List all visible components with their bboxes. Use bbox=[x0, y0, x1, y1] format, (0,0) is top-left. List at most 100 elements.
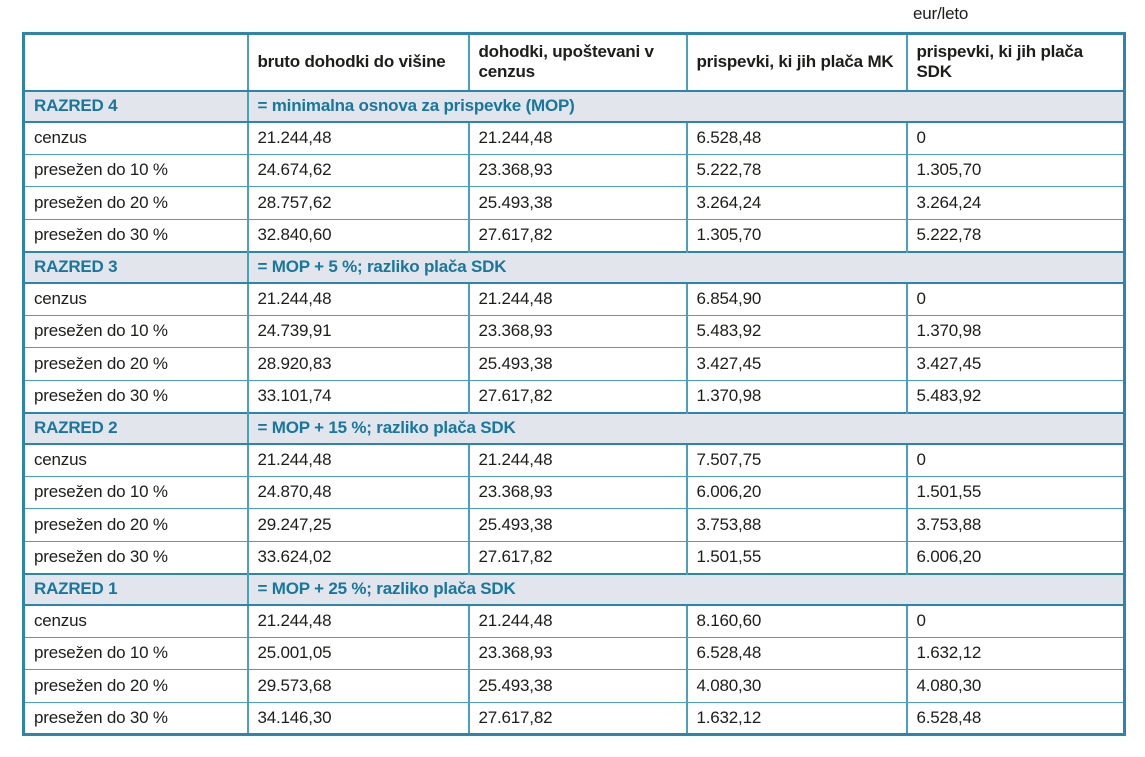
row-label: presežen do 30 % bbox=[22, 540, 249, 574]
header-cell-prispevki-mk: prispevki, ki jih plača MK bbox=[685, 33, 908, 92]
cell-value: 1.632,12 bbox=[905, 636, 1126, 670]
cell-value: 28.920,83 bbox=[246, 347, 470, 381]
cell-value: 3.753,88 bbox=[905, 508, 1126, 542]
row-label: presežen do 20 % bbox=[22, 186, 249, 220]
table-row: cenzus 21.244,48 21.244,48 6.528,48 0 bbox=[22, 121, 1126, 155]
cell-value: 5.222,78 bbox=[685, 153, 908, 187]
row-label: presežen do 30 % bbox=[22, 379, 249, 413]
cell-value: 27.617,82 bbox=[467, 701, 688, 735]
table-row: presežen do 20 % 28.757,62 25.493,38 3.264,… bbox=[22, 186, 1126, 220]
row-label: presežen do 30 % bbox=[22, 218, 249, 252]
cell-value: 6.006,20 bbox=[905, 540, 1126, 574]
cell-value: 3.264,24 bbox=[905, 186, 1126, 220]
row-label: presežen do 20 % bbox=[22, 669, 249, 703]
cell-value: 21.244,48 bbox=[467, 282, 688, 316]
cell-value: 27.617,82 bbox=[467, 379, 688, 413]
header-cell-prispevki-sdk: prispevki, ki jih plača SDK bbox=[905, 33, 1126, 92]
table-body: RAZRED 4 = minimalna osnova za prispevke … bbox=[22, 89, 1126, 735]
section-description: = MOP + 5 %; razliko plača SDK bbox=[246, 250, 1126, 284]
cell-value: 25.493,38 bbox=[467, 508, 688, 542]
cell-value: 25.493,38 bbox=[467, 669, 688, 703]
row-label: presežen do 20 % bbox=[22, 347, 249, 381]
cell-value: 6.854,90 bbox=[685, 282, 908, 316]
cell-value: 6.006,20 bbox=[685, 475, 908, 509]
cell-value: 3.427,45 bbox=[685, 347, 908, 381]
cell-value: 25.001,05 bbox=[246, 636, 470, 670]
table-row: presežen do 20 % 28.920,83 25.493,38 3.427,… bbox=[22, 347, 1126, 381]
section-header-row: RAZRED 3 = MOP + 5 %; razliko plača SDK bbox=[22, 250, 1126, 284]
cell-value: 28.757,62 bbox=[246, 186, 470, 220]
row-label: presežen do 10 % bbox=[22, 314, 249, 348]
table-row: presežen do 30 % 34.146,30 27.617,82 1.632,… bbox=[22, 701, 1126, 735]
contributions-table: bruto dohodki do višine dohodki, upoštev… bbox=[22, 32, 1126, 736]
row-label: cenzus bbox=[22, 121, 249, 155]
row-label: presežen do 30 % bbox=[22, 701, 249, 735]
cell-value: 27.617,82 bbox=[467, 218, 688, 252]
header-cell-bruto-dohodki: bruto dohodki do višine bbox=[246, 33, 470, 92]
cell-value: 23.368,93 bbox=[467, 153, 688, 187]
cell-value: 1.370,98 bbox=[685, 379, 908, 413]
cell-value: 33.624,02 bbox=[246, 540, 470, 574]
table-row: presežen do 10 % 24.739,91 23.368,93 5.483,… bbox=[22, 314, 1126, 348]
row-label: presežen do 10 % bbox=[22, 636, 249, 670]
cell-value: 32.840,60 bbox=[246, 218, 470, 252]
table-row: cenzus 21.244,48 21.244,48 6.854,90 0 bbox=[22, 282, 1126, 316]
cell-value: 5.483,92 bbox=[685, 314, 908, 348]
table-row: presežen do 20 % 29.573,68 25.493,38 4.080,… bbox=[22, 669, 1126, 703]
cell-value: 27.617,82 bbox=[467, 540, 688, 574]
section-description: = MOP + 25 %; razliko plača SDK bbox=[246, 572, 1126, 606]
cell-value: 21.244,48 bbox=[246, 604, 470, 638]
table-row: presežen do 10 % 24.674,62 23.368,93 5.222,… bbox=[22, 153, 1126, 187]
cell-value: 21.244,48 bbox=[246, 282, 470, 316]
cell-value: 21.244,48 bbox=[467, 604, 688, 638]
cell-value: 0 bbox=[905, 443, 1126, 477]
table-row: presežen do 10 % 25.001,05 23.368,93 6.528,… bbox=[22, 636, 1126, 670]
row-label: presežen do 20 % bbox=[22, 508, 249, 542]
section-name: RAZRED 2 bbox=[22, 411, 249, 445]
section-description: = MOP + 15 %; razliko plača SDK bbox=[246, 411, 1126, 445]
cell-value: 24.739,91 bbox=[246, 314, 470, 348]
cell-value: 25.493,38 bbox=[467, 347, 688, 381]
cell-value: 23.368,93 bbox=[467, 636, 688, 670]
table-row: presežen do 10 % 24.870,48 23.368,93 6.006,… bbox=[22, 475, 1126, 509]
cell-value: 24.870,48 bbox=[246, 475, 470, 509]
section-header-row: RAZRED 1 = MOP + 25 %; razliko plača SDK bbox=[22, 572, 1126, 606]
cell-value: 1.305,70 bbox=[685, 218, 908, 252]
cell-value: 33.101,74 bbox=[246, 379, 470, 413]
cell-value: 1.632,12 bbox=[685, 701, 908, 735]
cell-value: 1.501,55 bbox=[685, 540, 908, 574]
section-name: RAZRED 3 bbox=[22, 250, 249, 284]
unit-label: eur/leto bbox=[913, 4, 969, 23]
cell-value: 0 bbox=[905, 604, 1126, 638]
table-row: presežen do 30 % 33.101,74 27.617,82 1.370,… bbox=[22, 379, 1126, 413]
cell-value: 21.244,48 bbox=[467, 443, 688, 477]
cell-value: 5.222,78 bbox=[905, 218, 1126, 252]
cell-value: 29.247,25 bbox=[246, 508, 470, 542]
cell-value: 6.528,48 bbox=[685, 636, 908, 670]
cell-value: 24.674,62 bbox=[246, 153, 470, 187]
cell-value: 23.368,93 bbox=[467, 475, 688, 509]
cell-value: 3.264,24 bbox=[685, 186, 908, 220]
cell-value: 6.528,48 bbox=[905, 701, 1126, 735]
cell-value: 21.244,48 bbox=[246, 121, 470, 155]
table-row: cenzus 21.244,48 21.244,48 7.507,75 0 bbox=[22, 443, 1126, 477]
cell-value: 3.753,88 bbox=[685, 508, 908, 542]
section-name: RAZRED 1 bbox=[22, 572, 249, 606]
cell-value: 7.507,75 bbox=[685, 443, 908, 477]
table-row: presežen do 30 % 32.840,60 27.617,82 1.305,… bbox=[22, 218, 1126, 252]
row-label: presežen do 10 % bbox=[22, 475, 249, 509]
cell-value: 29.573,68 bbox=[246, 669, 470, 703]
cell-value: 4.080,30 bbox=[685, 669, 908, 703]
cell-value: 3.427,45 bbox=[905, 347, 1126, 381]
section-name: RAZRED 4 bbox=[22, 89, 249, 123]
row-label: cenzus bbox=[22, 604, 249, 638]
cell-value: 6.528,48 bbox=[685, 121, 908, 155]
cell-value: 23.368,93 bbox=[467, 314, 688, 348]
table-row: presežen do 30 % 33.624,02 27.617,82 1.501,… bbox=[22, 540, 1126, 574]
header-cell-empty bbox=[22, 33, 249, 92]
cell-value: 0 bbox=[905, 282, 1126, 316]
cell-value: 4.080,30 bbox=[905, 669, 1126, 703]
cell-value: 34.146,30 bbox=[246, 701, 470, 735]
section-description: = minimalna osnova za prispevke (MOP) bbox=[246, 89, 1126, 123]
